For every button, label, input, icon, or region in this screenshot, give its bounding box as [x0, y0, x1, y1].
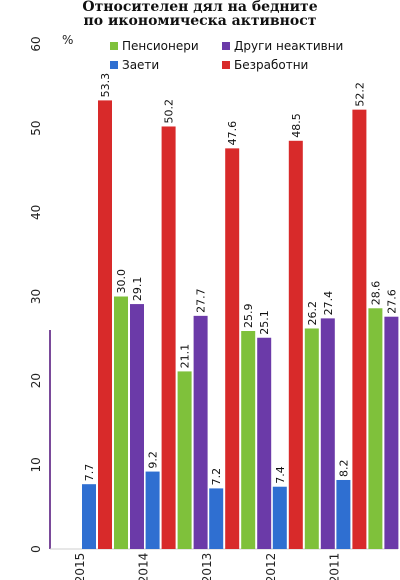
bar-2-1 [177, 371, 192, 549]
legend-swatch [110, 61, 118, 69]
data-label: 7.7 [83, 464, 96, 482]
y-tick-label: 20 [29, 373, 43, 388]
data-label: 7.4 [274, 466, 287, 484]
bar-3-1 [193, 315, 208, 549]
bar-2-0 [114, 296, 128, 549]
data-label: 48.5 [290, 113, 303, 138]
y-tick-label: 10 [29, 457, 43, 472]
data-label: 25.9 [242, 304, 255, 329]
bar-1-3 [288, 140, 303, 549]
data-label: 25.1 [258, 310, 271, 335]
bar-2-2 [241, 331, 256, 549]
bar-1-2 [225, 148, 240, 549]
y-tick-label: 60 [29, 36, 43, 51]
y-tick-label: 50 [29, 121, 43, 136]
data-label: 7.2 [210, 468, 223, 486]
bar-0-1 [145, 471, 160, 549]
data-label: 53.3 [99, 73, 112, 98]
x-tick-label: 2013 [200, 553, 214, 580]
bar-1-4 [352, 109, 367, 550]
data-label: 27.6 [385, 289, 398, 314]
bar-0-3 [272, 486, 287, 549]
x-tick-label: 2011 [327, 553, 341, 580]
chart-subtitle: по икономическа активност [83, 13, 317, 29]
y-axis-unit-label: % [62, 33, 73, 47]
data-label: 28.6 [369, 281, 382, 306]
legend-swatch [222, 42, 230, 50]
legend-label: Заети [122, 58, 159, 72]
y-tick-label: 30 [29, 289, 43, 304]
data-label: 9.2 [147, 451, 160, 469]
bar-1-1 [161, 126, 176, 549]
bar-0-4 [336, 479, 351, 549]
legend-swatch [110, 42, 118, 50]
data-label: 8.2 [337, 459, 350, 477]
data-label: 21.1 [179, 344, 192, 369]
data-label: 50.2 [163, 99, 176, 124]
x-tick-label: 2014 [137, 553, 151, 580]
bar-3-3 [320, 318, 335, 549]
y-tick-label: 40 [29, 205, 43, 220]
legend-label: Безработни [234, 58, 308, 72]
x-tick-label: 2015 [73, 553, 87, 580]
x-tick-label: 2012 [264, 553, 278, 580]
bar-0-2 [209, 488, 224, 549]
legend-label: Други неактивни [234, 39, 343, 53]
bar-1-0 [98, 100, 112, 550]
data-label: 29.1 [131, 277, 144, 302]
bar-3-4 [384, 316, 399, 549]
data-label: 27.4 [322, 291, 335, 316]
bar-2-4 [368, 308, 383, 549]
legend-swatch [222, 61, 230, 69]
data-label: 47.6 [226, 121, 239, 146]
y-tick-label: 0 [29, 545, 43, 553]
bar-0-0 [82, 484, 96, 549]
data-label: 30.0 [115, 269, 128, 294]
data-label: 26.2 [306, 301, 319, 326]
data-label: 52.2 [353, 82, 366, 107]
legend-label: Пенсионери [122, 39, 199, 53]
chart-title: Относителен дял на бедните [82, 0, 318, 15]
bar-2-3 [304, 328, 319, 549]
bar-3-2 [257, 337, 272, 549]
data-label: 27.7 [195, 288, 208, 313]
bar-3-0 [130, 304, 144, 549]
